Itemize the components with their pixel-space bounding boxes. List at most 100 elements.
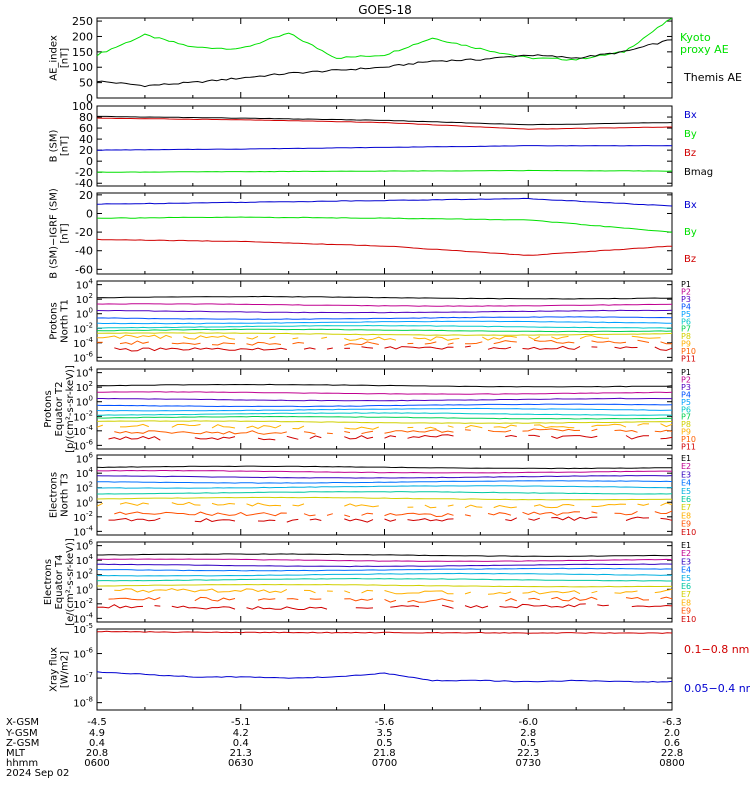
series-line-electrons_t4 (155, 606, 161, 607)
ytick-label-ae: 50 (79, 77, 93, 90)
ytick-base: 10 (73, 625, 86, 636)
series-line-b_igrf (97, 239, 672, 255)
series-line-protons_t2 (97, 398, 672, 401)
series-line-protons_t1 (247, 342, 282, 345)
series-line-protons_t2 (534, 425, 574, 428)
ytick-base: 10 (76, 369, 89, 380)
series-line-electrons_t3 (551, 517, 597, 520)
series-line-protons_t1 (344, 342, 379, 346)
ytick-base: 10 (73, 324, 86, 335)
series-line-electrons_t3 (465, 515, 471, 516)
series-line-electrons_t3 (287, 519, 299, 522)
series-line-protons_t2 (344, 432, 350, 433)
ytick-exponent: -6 (86, 438, 94, 446)
ytick-label-protons_t2: 102 (76, 380, 93, 394)
legend-bx: Bx (684, 110, 697, 121)
ytick-label-protons_t1: 102 (76, 292, 93, 306)
series-line-electrons_t4 (356, 608, 373, 609)
ytick-label-electrons_t4: 100 (76, 582, 93, 596)
series-line-protons_t1 (270, 337, 276, 339)
series-line-protons_t1 (448, 343, 454, 344)
legend-p11: P11 (681, 355, 696, 364)
series-line-protons_t2 (592, 424, 627, 427)
ytick-exponent: -6 (86, 350, 94, 358)
series-line-protons_t1 (494, 341, 517, 344)
series-line-electrons_t3 (97, 503, 103, 506)
series-line-protons_t1 (592, 341, 627, 343)
ytick-base: 10 (76, 295, 89, 306)
series-line-ae (97, 40, 672, 87)
ytick-label-protons_t2: 10-6 (73, 438, 93, 452)
series-line-electrons_t3 (258, 520, 275, 521)
series-line-protons_t2 (97, 404, 672, 407)
series-line-electrons_t4 (632, 606, 672, 607)
xrow-value: -4.5 (87, 717, 107, 728)
series-line-protons_t2 (97, 417, 672, 420)
series-line-protons_t2 (258, 438, 275, 440)
ylabel-b_igrf: B (SM)−IGRF (SM) (49, 188, 60, 279)
ytick-label-b_igrf: 20 (79, 189, 93, 202)
xrow-value: -6.0 (518, 717, 538, 728)
ytick-label-xray: 10-8 (73, 696, 93, 710)
series-line-electrons_t3 (212, 503, 235, 505)
series-line-electrons_t4 (523, 591, 581, 594)
ytick-base: 10 (76, 455, 89, 466)
series-line-protons_t2 (661, 437, 673, 438)
series-line-protons_t1 (655, 347, 672, 350)
series-line-protons_t1 (327, 348, 333, 349)
series-line-electrons_t3 (97, 497, 672, 500)
ytick-base: 10 (73, 650, 86, 661)
ylabel-b_sm: B (SM) (49, 129, 60, 162)
series-line-protons_t1 (97, 335, 172, 338)
ytick-label-electrons_t4: 106 (76, 539, 94, 553)
series-line-electrons_t3 (310, 519, 322, 521)
series-line-electrons_t3 (109, 518, 161, 521)
series-line-b_sm (97, 146, 672, 151)
ytick-label-protons_t2: 10-4 (73, 424, 93, 438)
series-line-protons_t1 (615, 347, 638, 349)
xrow-value: 0800 (659, 758, 684, 769)
series-line-protons_t1 (523, 346, 581, 349)
series-line-electrons_t4 (551, 597, 597, 601)
ytick-label-b_igrf: 0 (86, 207, 93, 220)
series-line-protons_t1 (465, 346, 471, 347)
series-line-protons_t2 (362, 431, 374, 433)
ytick-label-protons_t1: 10-2 (73, 321, 93, 335)
series-line-electrons_t3 (304, 514, 316, 516)
series-line-b_igrf (97, 217, 672, 232)
xrow-value: -5.6 (375, 717, 395, 728)
ytick-exponent: 2 (89, 380, 93, 388)
ytick-label-protons_t2: 10-2 (73, 409, 93, 423)
series-line-protons_t2 (528, 435, 540, 436)
series-line-electrons_t4 (442, 605, 454, 608)
ytick-label-electrons_t3: 102 (76, 481, 93, 495)
series-line-electrons_t4 (385, 599, 397, 602)
series-line-electrons_t4 (344, 591, 350, 593)
panel-frame-protons_t1 (97, 281, 672, 361)
ytick-exponent: -2 (86, 409, 93, 417)
series-line-protons_t2 (465, 426, 482, 429)
series-line-b_sm (97, 116, 672, 124)
series-line-electrons_t3 (488, 513, 511, 516)
series-line-protons_t1 (247, 336, 259, 339)
legend-bz: Bz (684, 148, 696, 159)
series-line-protons_t2 (615, 430, 638, 432)
series-line-electrons_t3 (385, 519, 397, 521)
plot-title: GOES-18 (358, 3, 412, 17)
ylabel-electrons_t4: Equator T4 (54, 555, 65, 610)
series-line-protons_t1 (425, 342, 437, 344)
series-line-protons_t1 (172, 343, 201, 344)
series-line-protons_t2 (247, 425, 282, 428)
legend-kyoto-2: proxy AE (680, 43, 729, 56)
series-line-electrons_t4 (97, 559, 672, 561)
series-line-electrons_t3 (247, 503, 282, 506)
ytick-label-electrons_t4: 102 (76, 568, 93, 582)
series-line-electrons_t4 (109, 598, 161, 600)
ytick-label-ae: 100 (72, 61, 93, 74)
series-line-electrons_t3 (385, 513, 454, 516)
ytick-label-ae: 150 (72, 46, 93, 59)
series-line-electrons_t3 (494, 506, 517, 508)
series-line-protons_t2 (523, 429, 581, 431)
series-line-protons_t2 (494, 425, 517, 428)
